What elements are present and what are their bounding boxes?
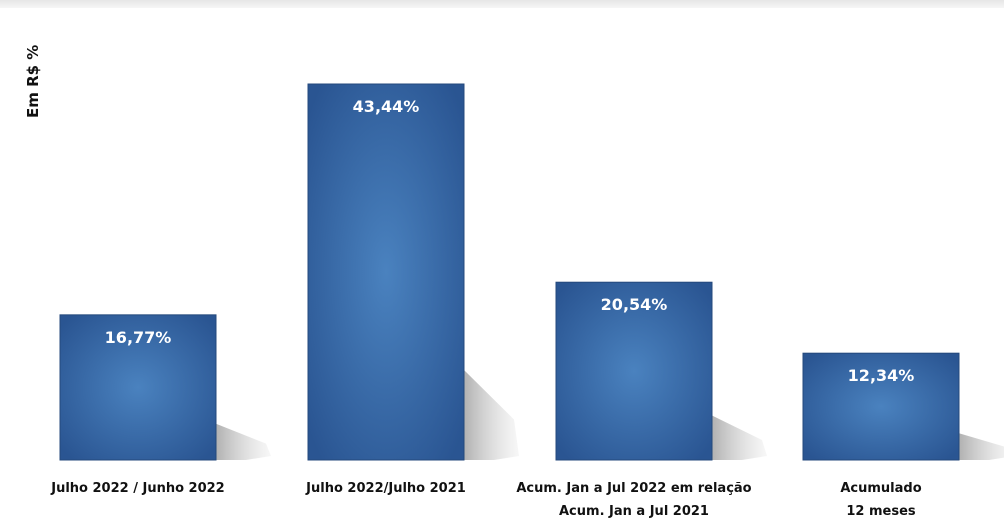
bar [307, 83, 465, 461]
value-label: 43,44% [353, 97, 420, 116]
bar [555, 281, 713, 461]
value-labels: 16,77% 43,44% 20,54% 12,34% [105, 97, 915, 385]
category-labels: Julho 2022 / Junho 2022 Julho 2022/Julho … [50, 481, 921, 519]
bar-shadows [216, 370, 1004, 460]
category-label: Julho 2022/Julho 2021 [305, 481, 466, 496]
bar-shadow [464, 370, 519, 460]
category-label: Acum. Jan a Jul 2021 [559, 504, 709, 519]
bar-shadow [712, 415, 767, 460]
bar [59, 314, 217, 461]
category-label: Julho 2022 / Junho 2022 [50, 481, 224, 496]
bar [802, 352, 960, 461]
category-label: 12 meses [846, 504, 916, 519]
y-axis-label: Em R$ % [24, 45, 42, 118]
value-label: 20,54% [601, 295, 668, 314]
bars [59, 83, 960, 461]
bar-shadow [959, 433, 1004, 460]
value-label: 12,34% [848, 366, 915, 385]
top-strip [0, 0, 1004, 8]
value-label: 16,77% [105, 328, 172, 347]
category-label: Acumulado [840, 481, 921, 496]
bar-shadow [216, 423, 271, 460]
category-label: Acum. Jan a Jul 2022 em relação [516, 481, 751, 496]
